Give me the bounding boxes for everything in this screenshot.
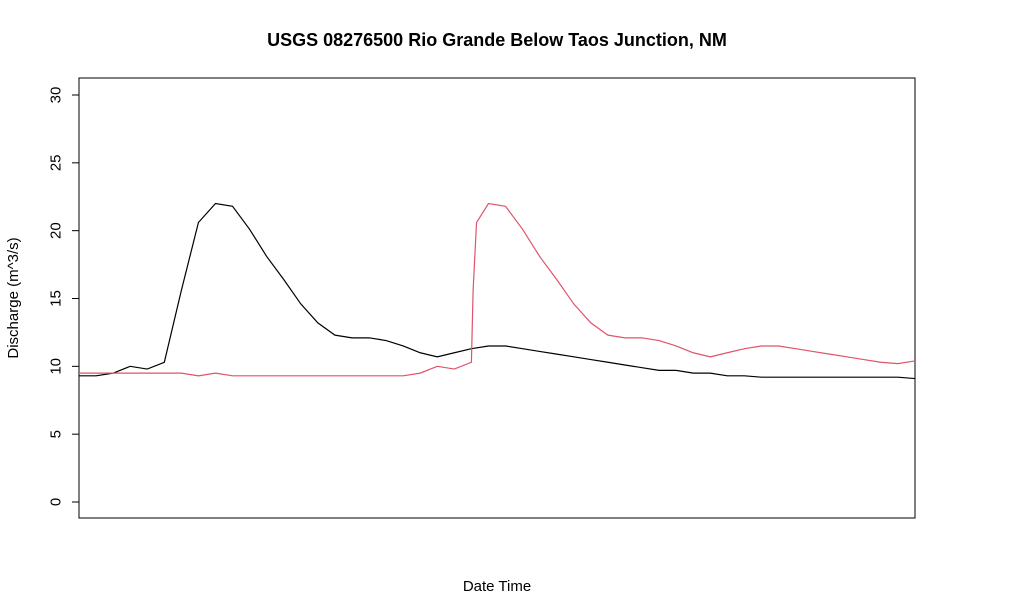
y-tick-label: 5: [47, 430, 64, 438]
series-line-2: [79, 202, 916, 377]
y-tick-label: 20: [47, 222, 64, 239]
series-line-1: [79, 202, 916, 380]
y-tick-label: 30: [47, 87, 64, 104]
series-layer: [79, 202, 916, 380]
y-axis: 0 5 10 15 20 25 30: [47, 87, 80, 506]
y-tick-label: 15: [47, 290, 64, 307]
plot-frame: [78, 77, 916, 519]
x-axis-label: Date Time: [463, 578, 531, 595]
y-tick-label: 0: [47, 498, 64, 506]
y-axis-label: Discharge (m^3/s): [5, 237, 22, 358]
y-tick-label: 10: [47, 358, 64, 375]
chart-title: USGS 08276500 Rio Grande Below Taos Junc…: [267, 30, 727, 50]
y-tick-label: 25: [47, 154, 64, 171]
